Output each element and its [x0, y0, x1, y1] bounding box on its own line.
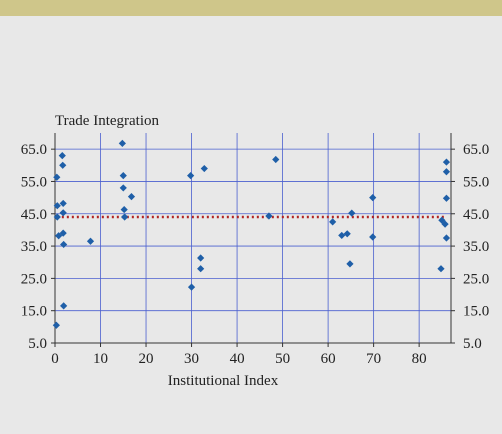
y-tick-label-right: 65.0	[463, 142, 489, 158]
y-tick-label-right: 55.0	[463, 174, 489, 190]
x-tick-label: 0	[51, 351, 59, 367]
data-point	[118, 139, 126, 147]
data-point	[265, 212, 273, 220]
data-point	[348, 209, 356, 217]
data-point	[59, 161, 67, 169]
axes	[51, 133, 455, 347]
data-point	[369, 194, 377, 202]
data-point	[60, 302, 68, 310]
x-tick-label: 50	[275, 351, 290, 367]
data-point	[329, 218, 337, 226]
y-tick-label-right: 15.0	[463, 304, 489, 320]
grid	[55, 133, 451, 343]
y-tick-label-left: 35.0	[21, 239, 47, 255]
x-tick-label: 10	[93, 351, 108, 367]
x-tick-label: 70	[366, 351, 381, 367]
data-point	[187, 283, 196, 291]
y-tick-label-right: 25.0	[463, 271, 489, 287]
data-point	[86, 237, 95, 245]
data-point	[441, 220, 449, 228]
data-point	[200, 164, 208, 173]
data-point	[127, 193, 136, 201]
x-tick-label: 20	[139, 351, 154, 367]
data-point	[119, 172, 127, 180]
data-point	[60, 240, 68, 249]
y-tick-label-left: 25.0	[21, 271, 47, 287]
tick-labels: 5.0 5.0 15.0 15.0 25.0 25.0 35.0 35.0 45.0 45.0 55…	[21, 142, 490, 367]
data-point	[59, 199, 67, 208]
data-point	[338, 231, 346, 240]
data-point	[119, 184, 127, 192]
y-tick-label-right: 45.0	[463, 207, 489, 223]
data-point	[197, 265, 205, 273]
data-point	[121, 213, 129, 221]
data-point	[343, 230, 351, 238]
data-point	[53, 173, 61, 181]
y-tick-label-right: 35.0	[463, 239, 489, 255]
data-point	[197, 254, 205, 262]
y-tick-label-left: 5.0	[28, 336, 47, 352]
data-point	[442, 234, 451, 242]
data-point	[52, 321, 60, 329]
plot-area	[55, 133, 451, 343]
data-point	[272, 155, 280, 164]
data-point	[369, 233, 377, 241]
data-point	[442, 158, 451, 166]
data-point	[442, 194, 451, 202]
x-axis-label: Institutional Index	[168, 373, 279, 389]
data-point	[437, 265, 445, 273]
y-tick-label-right: 5.0	[463, 336, 482, 352]
data-point	[59, 229, 67, 237]
y-tick-label-left: 45.0	[21, 207, 47, 223]
data-point	[53, 213, 61, 221]
x-tick-label: 40	[230, 351, 245, 367]
y-tick-label-left: 55.0	[21, 174, 47, 190]
data-points	[52, 139, 451, 329]
data-point	[58, 152, 66, 160]
y-tick-label-left: 15.0	[21, 304, 47, 320]
data-point	[53, 202, 61, 210]
top-band	[0, 0, 502, 16]
x-tick-label: 80	[412, 351, 427, 367]
data-point	[59, 209, 67, 217]
y-axis-label: Trade Integration	[55, 113, 160, 129]
data-point	[187, 172, 195, 180]
x-tick-label: 60	[321, 351, 336, 367]
data-point	[346, 260, 354, 268]
data-point	[442, 168, 451, 176]
y-tick-label-left: 65.0	[21, 142, 47, 158]
x-tick-label: 30	[184, 351, 199, 367]
data-point	[120, 205, 128, 214]
